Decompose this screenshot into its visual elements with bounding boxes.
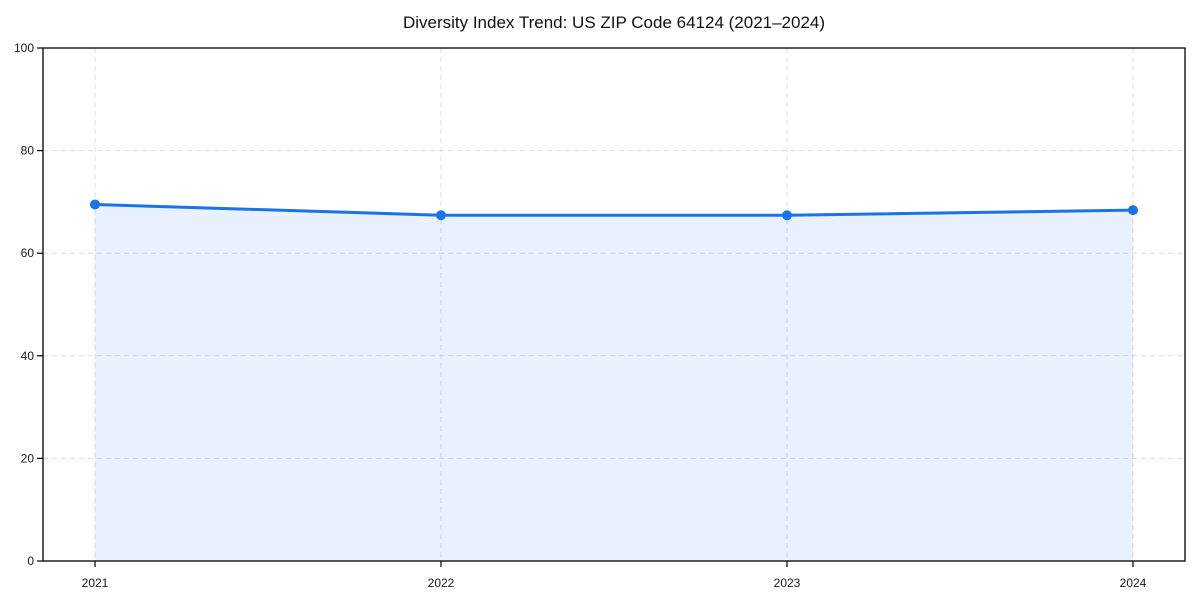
y-tick-label: 40 [21,349,35,363]
area-fill [95,204,1133,561]
plot-border [42,47,1186,562]
data-point [90,199,100,210]
x-tick-label: 2023 [774,576,801,590]
y-tick-label: 100 [14,41,34,55]
x-tick-label: 2022 [428,576,455,590]
y-tick-label: 20 [21,451,35,465]
data-point [1128,205,1138,216]
y-tick-label: 0 [27,554,34,568]
y-tick-label: 80 [21,144,35,158]
x-tick-label: 2021 [82,576,109,590]
trend-line [93,202,1135,217]
chart-title: Diversity Index Trend: US ZIP Code 64124… [402,13,826,32]
x-tick-label: 2024 [1120,576,1147,590]
data-point [436,210,446,221]
y-tick-label: 60 [21,246,35,260]
data-point [782,210,792,221]
